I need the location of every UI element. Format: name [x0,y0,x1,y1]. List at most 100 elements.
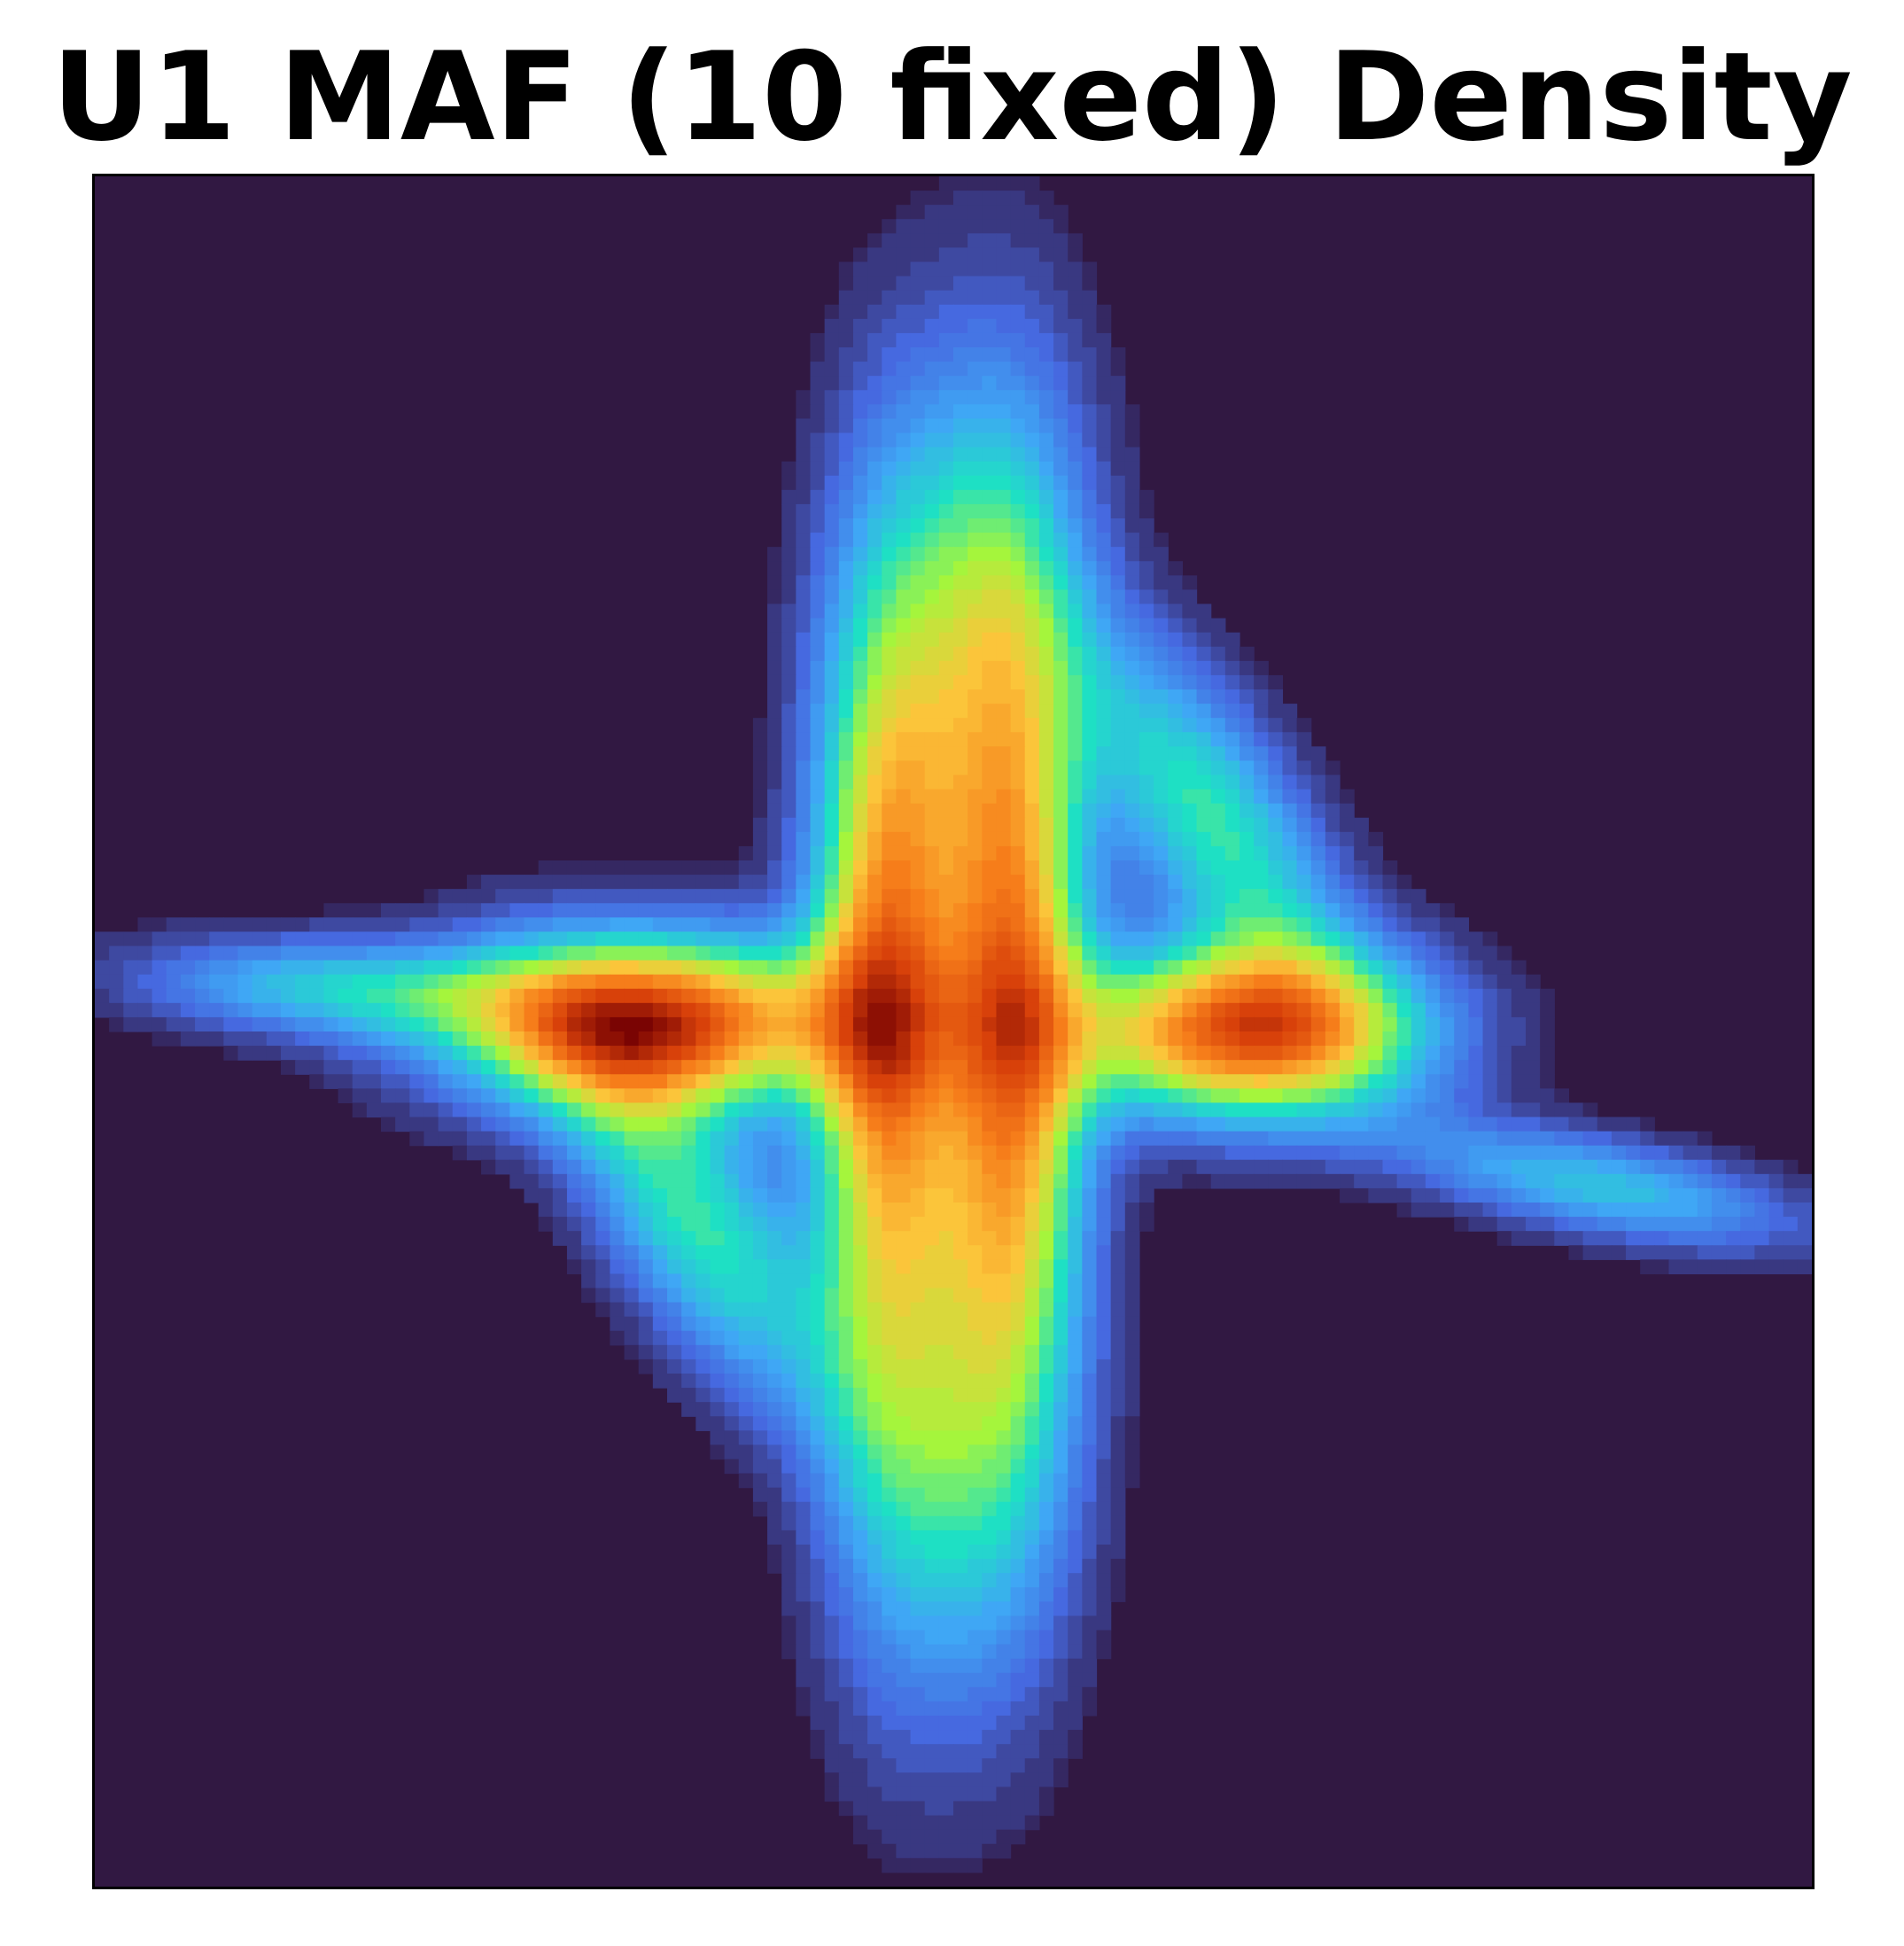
heatmap-cell [295,988,310,1004]
heatmap-cell [910,732,926,747]
heatmap-cell [1683,1203,1698,1218]
heatmap-cell [152,1031,167,1047]
heatmap-cell [1511,1060,1527,1075]
heatmap-cell [1310,903,1326,918]
heatmap-cell [882,1786,897,1802]
heatmap-cell [1068,589,1083,605]
heatmap-cell [910,1515,926,1531]
heatmap-cell [1182,732,1198,747]
heatmap-cell [767,789,782,805]
heatmap-cell [982,1644,998,1660]
heatmap-cell [1240,1074,1255,1089]
heatmap-cell [1254,860,1269,876]
heatmap-cell [552,1187,568,1203]
heatmap-cell [767,674,782,690]
heatmap-cell [424,1046,439,1061]
heatmap-cell [896,1088,912,1104]
heatmap-cell [1139,646,1154,662]
heatmap-cell [910,875,926,890]
heatmap-cell [796,988,812,1004]
heatmap-cell [1139,1173,1154,1189]
heatmap-cell [1268,775,1284,790]
heatmap-cell [1425,903,1441,918]
heatmap-cell [638,1031,654,1047]
heatmap-cell [1454,1145,1469,1161]
heatmap-cell [180,1002,196,1018]
heatmap-cell [1038,1701,1054,1716]
heatmap-cell [381,1016,396,1032]
heatmap-cell [896,1758,912,1773]
heatmap-cell [968,1843,983,1859]
heatmap-cell [166,988,182,1004]
heatmap-cell [752,760,768,776]
heatmap-cell [581,1117,596,1133]
heatmap-cell [1082,1002,1098,1018]
heatmap-cell [495,1074,510,1089]
heatmap-cell [810,1273,826,1289]
heatmap-cell [924,1815,940,1831]
heatmap-cell [996,1173,1012,1189]
heatmap-cell [752,1487,768,1503]
heatmap-cell [1053,974,1069,990]
heatmap-cell [781,475,797,491]
heatmap-cell [796,789,812,805]
heatmap-cell [852,946,868,961]
heatmap-cell [1182,674,1198,690]
heatmap-cell [481,1117,496,1133]
heatmap-cell [1640,1117,1655,1133]
heatmap-cell [953,903,968,918]
heatmap-cell [566,1187,582,1203]
heatmap-cell [838,518,854,533]
heatmap-cell [1024,575,1040,591]
heatmap-cell [1053,461,1069,477]
heatmap-cell [1124,1388,1140,1403]
heatmap-cell [610,917,626,933]
heatmap-cell [1468,1102,1484,1118]
heatmap-cell [1196,760,1212,776]
heatmap-cell [1082,276,1098,292]
heatmap-cell [982,732,998,747]
heatmap-cell [752,860,768,876]
heatmap-cell [1354,1131,1369,1147]
heatmap-cell [953,261,968,277]
heatmap-cell [996,1245,1012,1260]
heatmap-cell [1282,831,1298,847]
heatmap-cell [309,1046,324,1061]
heatmap-cell [1254,1046,1269,1061]
heatmap-cell [724,1159,740,1175]
heatmap-cell [996,1487,1012,1503]
heatmap-cell [752,1217,768,1232]
heatmap-cell [996,1772,1012,1788]
heatmap-cell [1096,974,1112,990]
heatmap-cell [1053,1388,1069,1403]
heatmap-cell [882,461,897,477]
heatmap-cell [867,1615,882,1631]
heatmap-cell [1068,1273,1083,1289]
heatmap-cell [910,1416,926,1431]
heatmap-cell [1082,1545,1098,1560]
heatmap-cell [882,547,897,562]
heatmap-cell [910,461,926,477]
heatmap-cell [953,1046,968,1061]
heatmap-cell [968,1316,983,1332]
heatmap-cell [867,233,882,249]
heatmap-cell [824,461,840,477]
heatmap-cell [1038,1473,1054,1489]
heatmap-cell [1325,946,1341,961]
heatmap-cell [852,561,868,576]
heatmap-cell [924,447,940,463]
heatmap-cell [524,1060,540,1075]
heatmap-cell [1082,1145,1098,1161]
heatmap-cell [166,974,182,990]
heatmap-cell [752,1358,768,1374]
heatmap-cell [1340,831,1355,847]
heatmap-cell [1124,1330,1140,1346]
heatmap-cell [1196,1102,1212,1118]
heatmap-cell [667,1060,682,1075]
heatmap-cell [252,974,268,990]
heatmap-cell [1382,1046,1398,1061]
heatmap-cell [595,1159,610,1175]
heatmap-cell [1024,475,1040,491]
heatmap-cell [924,1016,940,1032]
heatmap-cell [1340,931,1355,947]
